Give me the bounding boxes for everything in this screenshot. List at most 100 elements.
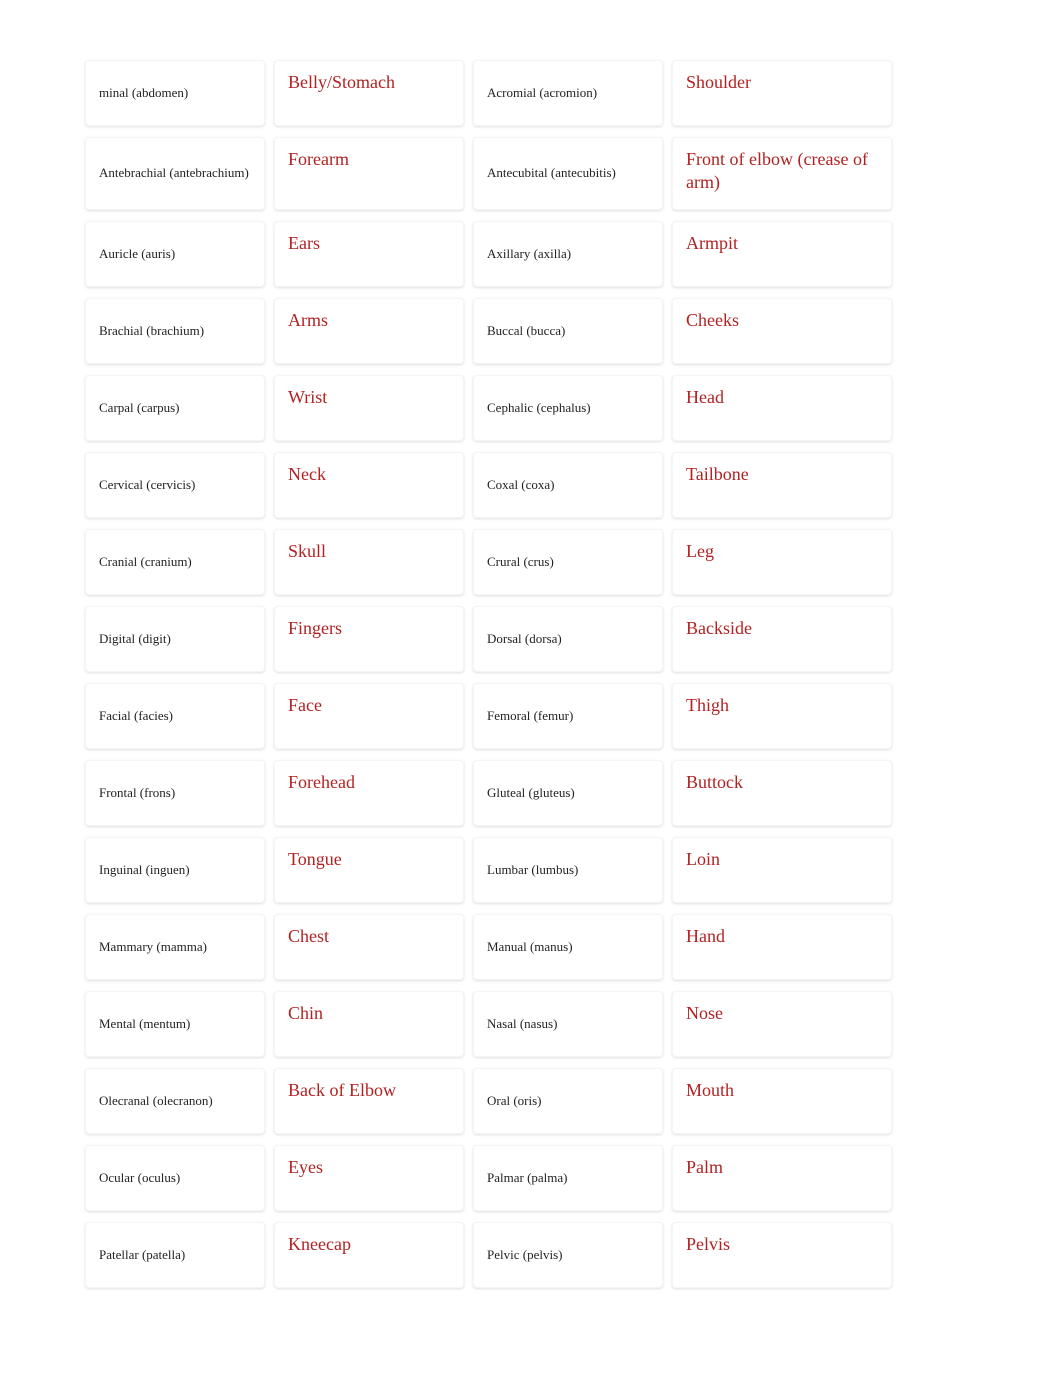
term-card[interactable]: Lumbar (lumbus) [473,837,663,903]
definition-text: Leg [686,540,714,563]
term-text: Cranial (cranium) [99,553,192,571]
term-card[interactable]: Ocular (oculus) [85,1145,265,1211]
definition-text: Face [288,694,322,717]
term-card[interactable]: Antecubital (antecubitis) [473,137,663,210]
definition-card[interactable]: Belly/Stomach [274,60,464,126]
term-text: Gluteal (gluteus) [487,784,575,802]
term-card[interactable]: Palmar (palma) [473,1145,663,1211]
definition-card[interactable]: Face [274,683,464,749]
definition-text: Chin [288,1002,323,1025]
definition-card[interactable]: Pelvis [672,1222,892,1288]
definition-card[interactable]: Tailbone [672,452,892,518]
flashcard-container: minal (abdomen) Belly/StomachAcromial (ac… [0,0,1062,1288]
term-card[interactable]: Axillary (axilla) [473,221,663,287]
term-card[interactable]: Nasal (nasus) [473,991,663,1057]
definition-card[interactable]: Nose [672,991,892,1057]
term-card[interactable]: Facial (facies) [85,683,265,749]
definition-card[interactable]: Chin [274,991,464,1057]
definition-card[interactable]: Forearm [274,137,464,210]
term-text: Carpal (carpus) [99,399,180,417]
definition-text: Front of elbow (crease of arm) [686,148,878,195]
term-text: Cervical (cervicis) [99,476,195,494]
definition-card[interactable]: Leg [672,529,892,595]
definition-text: Wrist [288,386,327,409]
term-card[interactable]: Inguinal (inguen) [85,837,265,903]
term-card[interactable]: Auricle (auris) [85,221,265,287]
definition-card[interactable]: Head [672,375,892,441]
definition-card[interactable]: Forehead [274,760,464,826]
definition-text: Forehead [288,771,355,794]
definition-card[interactable]: Wrist [274,375,464,441]
definition-text: Shoulder [686,71,751,94]
term-card[interactable]: Mammary (mamma) [85,914,265,980]
definition-text: Loin [686,848,720,871]
definition-card[interactable]: Loin [672,837,892,903]
term-text: Coxal (coxa) [487,476,555,494]
definition-card[interactable]: Hand [672,914,892,980]
term-card[interactable]: Cervical (cervicis) [85,452,265,518]
term-card[interactable]: Coxal (coxa) [473,452,663,518]
term-card[interactable]: Cranial (cranium) [85,529,265,595]
term-text: Mental (mentum) [99,1015,190,1033]
definition-card[interactable]: Front of elbow (crease of arm) [672,137,892,210]
definition-card[interactable]: Arms [274,298,464,364]
flashcard-grid: minal (abdomen) Belly/StomachAcromial (ac… [85,60,977,1288]
term-card[interactable]: Crural (crus) [473,529,663,595]
definition-card[interactable]: Palm [672,1145,892,1211]
definition-card[interactable]: Back of Elbow [274,1068,464,1134]
term-text: Mammary (mamma) [99,938,207,956]
term-card[interactable]: Oral (oris) [473,1068,663,1134]
term-card[interactable]: Manual (manus) [473,914,663,980]
definition-text: Mouth [686,1079,734,1102]
term-card[interactable]: Antebrachial (antebrachium) [85,137,265,210]
term-text: Crural (crus) [487,553,554,571]
term-card[interactable]: Dorsal (dorsa) [473,606,663,672]
term-text: minal (abdomen) [99,84,188,102]
definition-card[interactable]: Cheeks [672,298,892,364]
definition-text: Thigh [686,694,729,717]
term-text: Antecubital (antecubitis) [487,164,616,182]
term-text: Pelvic (pelvis) [487,1246,562,1264]
definition-text: Eyes [288,1156,323,1179]
definition-card[interactable]: Tongue [274,837,464,903]
term-card[interactable]: Buccal (bucca) [473,298,663,364]
term-card[interactable]: minal (abdomen) [85,60,265,126]
term-card[interactable]: Acromial (acromion) [473,60,663,126]
definition-card[interactable]: Ears [274,221,464,287]
definition-card[interactable]: Thigh [672,683,892,749]
definition-card[interactable]: Eyes [274,1145,464,1211]
definition-card[interactable]: Shoulder [672,60,892,126]
term-card[interactable]: Pelvic (pelvis) [473,1222,663,1288]
term-text: Nasal (nasus) [487,1015,557,1033]
term-text: Digital (digit) [99,630,171,648]
term-text: Auricle (auris) [99,245,175,263]
term-text: Lumbar (lumbus) [487,861,578,879]
definition-text: Tailbone [686,463,749,486]
term-card[interactable]: Gluteal (gluteus) [473,760,663,826]
definition-text: Skull [288,540,326,563]
definition-card[interactable]: Mouth [672,1068,892,1134]
term-card[interactable]: Carpal (carpus) [85,375,265,441]
definition-card[interactable]: Kneecap [274,1222,464,1288]
term-text: Patellar (patella) [99,1246,185,1264]
definition-card[interactable]: Chest [274,914,464,980]
definition-card[interactable]: Backside [672,606,892,672]
definition-card[interactable]: Neck [274,452,464,518]
term-card[interactable]: Mental (mentum) [85,991,265,1057]
definition-card[interactable]: Fingers [274,606,464,672]
definition-card[interactable]: Buttock [672,760,892,826]
term-card[interactable]: Brachial (brachium) [85,298,265,364]
term-text: Inguinal (inguen) [99,861,190,879]
term-card[interactable]: Cephalic (cephalus) [473,375,663,441]
term-card[interactable]: Frontal (frons) [85,760,265,826]
term-card[interactable]: Femoral (femur) [473,683,663,749]
definition-card[interactable]: Armpit [672,221,892,287]
term-text: Ocular (oculus) [99,1169,180,1187]
definition-text: Pelvis [686,1233,730,1256]
term-card[interactable]: Olecranal (olecranon) [85,1068,265,1134]
definition-card[interactable]: Skull [274,529,464,595]
definition-text: Cheeks [686,309,739,332]
term-card[interactable]: Digital (digit) [85,606,265,672]
term-text: Palmar (palma) [487,1169,568,1187]
term-card[interactable]: Patellar (patella) [85,1222,265,1288]
